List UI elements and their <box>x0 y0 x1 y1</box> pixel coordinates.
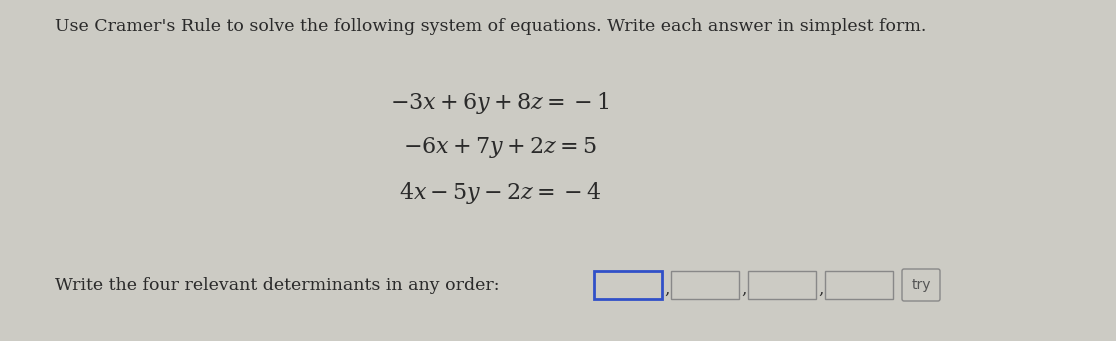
Text: ,: , <box>818 281 824 297</box>
Text: $-6x+7y+2z=5$: $-6x+7y+2z=5$ <box>403 135 597 160</box>
Bar <box>671 271 739 299</box>
Text: try: try <box>912 278 931 292</box>
Text: Use Cramer's Rule to solve the following system of equations. Write each answer : Use Cramer's Rule to solve the following… <box>55 18 926 35</box>
Text: $-3x+6y+8z=-1$: $-3x+6y+8z=-1$ <box>391 90 609 116</box>
Text: Write the four relevant determinants in any order:: Write the four relevant determinants in … <box>55 277 500 294</box>
Bar <box>825 271 893 299</box>
Text: ,: , <box>664 281 670 297</box>
Bar <box>594 271 662 299</box>
Text: $4x-5y-2z=-4$: $4x-5y-2z=-4$ <box>398 180 602 206</box>
Bar <box>748 271 816 299</box>
Text: ,: , <box>741 281 747 297</box>
FancyBboxPatch shape <box>902 269 940 301</box>
